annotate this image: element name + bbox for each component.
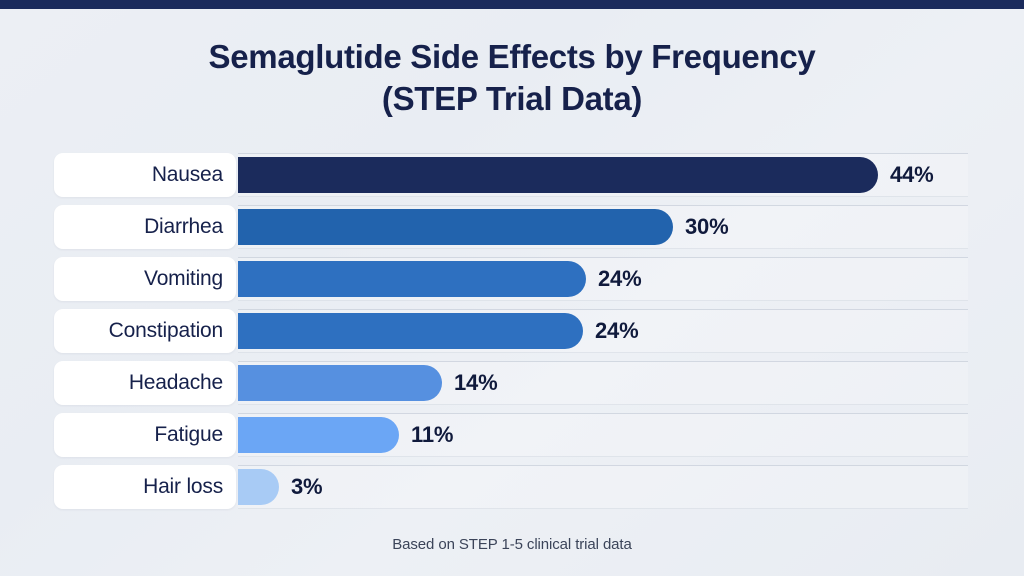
chart-title-line-2: (STEP Trial Data)	[381, 80, 643, 117]
bar-row: Headache 14%	[0, 361, 1024, 405]
bar-value-label: 14%	[454, 370, 498, 395]
chart-title-block: Semaglutide Side Effects by Frequency (S…	[0, 36, 1024, 120]
bar-row: Diarrhea 30%	[0, 205, 1024, 249]
category-label-pill: Headache	[54, 361, 236, 405]
bar-row: Vomiting 24%	[0, 257, 1024, 301]
chart-footnote: Based on STEP 1-5 clinical trial data	[392, 536, 632, 553]
category-label-pill: Hair loss	[54, 465, 236, 509]
bar	[238, 261, 586, 297]
bar	[238, 469, 279, 505]
bar	[238, 209, 673, 245]
bar-value-label: 3%	[291, 474, 323, 499]
category-label: Constipation	[108, 319, 224, 342]
bar-value-label: 44%	[890, 162, 934, 187]
bar-row: Nausea 44%	[0, 153, 1024, 197]
category-label-pill: Constipation	[54, 309, 236, 353]
bar	[238, 417, 399, 453]
category-label: Vomiting	[144, 267, 223, 290]
bar-chart: Nausea 44% Diarrhea 30% Vomiting 24% Constipat…	[0, 153, 1024, 517]
category-label-pill: Vomiting	[54, 257, 236, 301]
bar-row: Fatigue 11%	[0, 413, 1024, 457]
category-label: Hair loss	[143, 475, 223, 498]
bar-row: Constipation 24%	[0, 309, 1024, 353]
bar-value-label: 24%	[598, 266, 642, 291]
top-accent-strip	[0, 0, 1024, 9]
bar-value-label: 24%	[595, 318, 639, 343]
bar-value-label: 30%	[685, 214, 729, 239]
bar-value-label: 11%	[411, 422, 454, 447]
bar	[238, 157, 878, 193]
chart-title-line-1: Semaglutide Side Effects by Frequency	[208, 38, 816, 75]
category-label: Headache	[128, 371, 223, 394]
bar-track	[238, 465, 968, 509]
category-label-pill: Nausea	[54, 153, 236, 197]
category-label: Diarrhea	[144, 215, 223, 238]
category-label-pill: Fatigue	[54, 413, 236, 457]
category-label-pill: Diarrhea	[54, 205, 236, 249]
bar	[238, 365, 442, 401]
bar	[238, 313, 583, 349]
category-label: Nausea	[151, 163, 223, 186]
category-label: Fatigue	[154, 423, 223, 446]
bar-row: Hair loss 3%	[0, 465, 1024, 509]
